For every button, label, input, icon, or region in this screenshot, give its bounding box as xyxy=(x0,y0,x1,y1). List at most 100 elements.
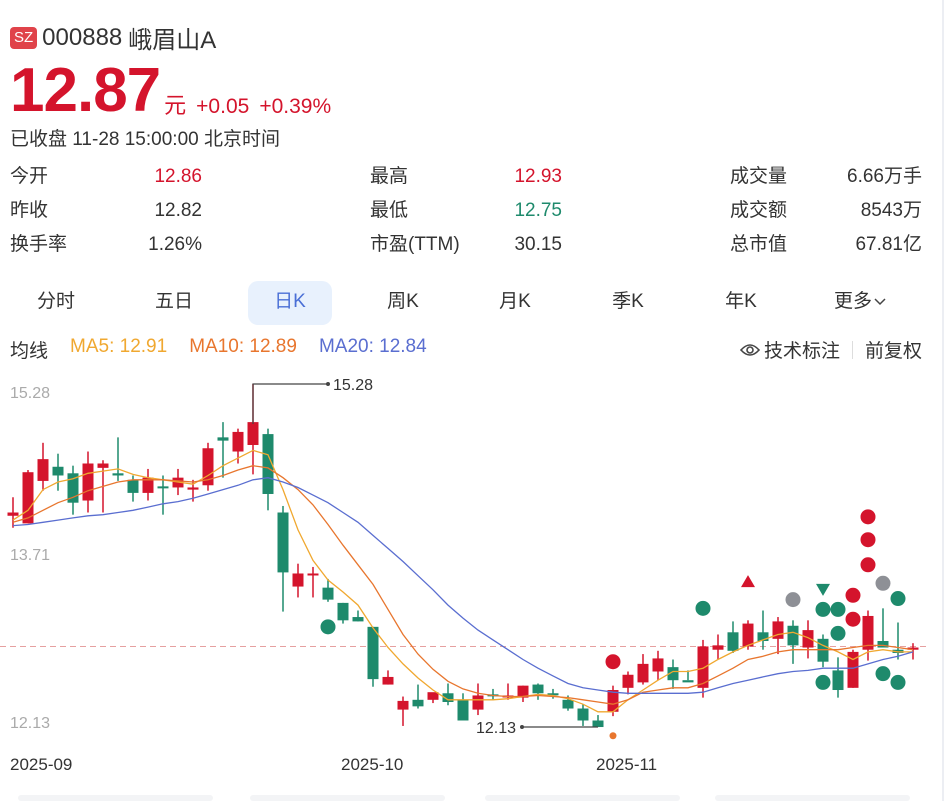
candle-body xyxy=(37,459,49,481)
y-tick-mid: 13.71 xyxy=(10,547,51,564)
candle-body xyxy=(277,512,289,573)
candle-body xyxy=(22,472,34,524)
candle-body xyxy=(442,693,454,702)
bottom-tab-1[interactable] xyxy=(18,795,213,801)
stat-label: 最高 xyxy=(370,166,409,187)
candle-body xyxy=(847,651,859,688)
candle-body xyxy=(832,670,844,691)
stat-value: 1.26% xyxy=(148,234,202,255)
tab-label: 周K xyxy=(387,291,419,312)
signal-circle xyxy=(875,575,891,591)
candle-body xyxy=(877,641,889,648)
min-marker-dot xyxy=(520,725,524,729)
ma10-value: MA10: 12.89 xyxy=(189,336,297,357)
candle-body xyxy=(217,437,229,441)
candle-body xyxy=(532,684,544,694)
signal-circle xyxy=(845,611,861,627)
candle-body xyxy=(562,699,574,709)
signal-circle xyxy=(860,557,876,573)
signal-circle xyxy=(890,674,906,690)
bottom-tab-3[interactable] xyxy=(485,795,680,801)
ma5-value: MA5: 12.91 xyxy=(70,336,168,357)
adjustment-button[interactable]: 前复权 xyxy=(864,341,922,362)
stat-label: 成交额 xyxy=(730,200,788,221)
price-row: 12.87 元 +0.05 +0.39% xyxy=(10,60,331,122)
candle-body xyxy=(82,463,94,501)
max-marker-line xyxy=(252,383,328,424)
ma10-line xyxy=(12,465,914,705)
y-tick-low: 12.13 xyxy=(10,715,51,732)
market-status: 已收盘 11-28 15:00:00 北京时间 xyxy=(10,129,280,150)
candle-body xyxy=(862,615,874,650)
chart-tools: 技术标注 前复权 xyxy=(739,336,922,363)
signal-circle xyxy=(815,674,831,690)
candle-body xyxy=(742,623,754,647)
candle-body xyxy=(802,630,814,648)
stat-label: 换手率 xyxy=(10,234,68,255)
signal-circle xyxy=(860,532,876,548)
candle-body xyxy=(592,720,604,728)
tab-6[interactable]: 年K xyxy=(699,281,783,325)
stat-value: 12.75 xyxy=(514,200,562,221)
candle-body xyxy=(637,663,649,683)
candle-body xyxy=(697,646,709,688)
stat-value: 8543万 xyxy=(860,200,922,221)
tab-label: 年K xyxy=(725,291,757,312)
candle-body xyxy=(292,573,304,587)
candle-body xyxy=(682,680,694,683)
tab-label: 季K xyxy=(612,291,644,312)
tab-label: 五日 xyxy=(154,291,193,312)
stat-value: 30.15 xyxy=(514,234,562,255)
candle-body xyxy=(667,667,679,681)
candle-body xyxy=(187,487,199,490)
bottom-tabs xyxy=(0,795,948,801)
x-tick-oct: 2025-10 xyxy=(341,755,404,774)
signal-circle xyxy=(830,625,846,641)
tab-2[interactable]: 日K xyxy=(248,281,332,325)
bottom-tab-4[interactable] xyxy=(715,795,910,801)
candle-body xyxy=(352,617,364,622)
tab-1[interactable]: 五日 xyxy=(132,281,216,325)
technical-annotation-button[interactable]: 技术标注 xyxy=(739,336,840,363)
scrollbar-edge xyxy=(942,0,944,801)
stat-label: 成交量 xyxy=(730,166,788,187)
stock-header: SZ 000888 峨眉山A xyxy=(10,20,216,55)
eye-icon xyxy=(739,343,760,356)
tab-label: 月K xyxy=(499,291,531,312)
candle-body xyxy=(457,699,469,721)
y-tick-high: 15.28 xyxy=(10,385,51,402)
signal-circle xyxy=(320,619,336,635)
tab-4[interactable]: 月K xyxy=(473,281,557,325)
candle-body xyxy=(772,621,784,639)
tab-0[interactable]: 分时 xyxy=(14,281,98,325)
price-change-pct: +0.39% xyxy=(259,95,332,118)
stat-label: 最低 xyxy=(370,200,409,221)
stat-label: 市盈(TTM) xyxy=(370,234,460,255)
max-marker-label: 15.28 xyxy=(333,377,373,394)
candle-body xyxy=(622,674,634,688)
tab-5[interactable]: 季K xyxy=(586,281,670,325)
signal-circle xyxy=(875,666,891,682)
candle-body xyxy=(547,693,559,696)
candle-body xyxy=(607,690,619,712)
price-change: +0.05 xyxy=(196,95,250,118)
bottom-tab-2[interactable] xyxy=(250,795,445,801)
kline-chart[interactable]: 15.28 12.13 xyxy=(0,370,942,800)
candle-body xyxy=(202,448,214,486)
stock-code: 000888 xyxy=(42,23,123,51)
signal-circle xyxy=(785,592,801,608)
price-unit: 元 xyxy=(164,93,187,118)
stat-value: 67.81亿 xyxy=(855,234,922,255)
tab-3[interactable]: 周K xyxy=(361,281,445,325)
ma-legend: 均线 MA5: 12.91 MA10: 12.89 MA20: 12.84 xyxy=(10,336,427,363)
candle-body xyxy=(97,463,109,468)
ma-label: 均线 xyxy=(10,341,49,362)
candle-body xyxy=(727,632,739,651)
stat-label: 总市值 xyxy=(730,234,788,255)
tab-7[interactable]: 更多 xyxy=(818,281,902,325)
signal-circle xyxy=(695,600,711,616)
technical-annotation-label: 技术标注 xyxy=(763,341,840,362)
candle-body xyxy=(397,700,409,710)
candle-body xyxy=(157,486,169,489)
stat-label: 昨收 xyxy=(10,200,49,221)
